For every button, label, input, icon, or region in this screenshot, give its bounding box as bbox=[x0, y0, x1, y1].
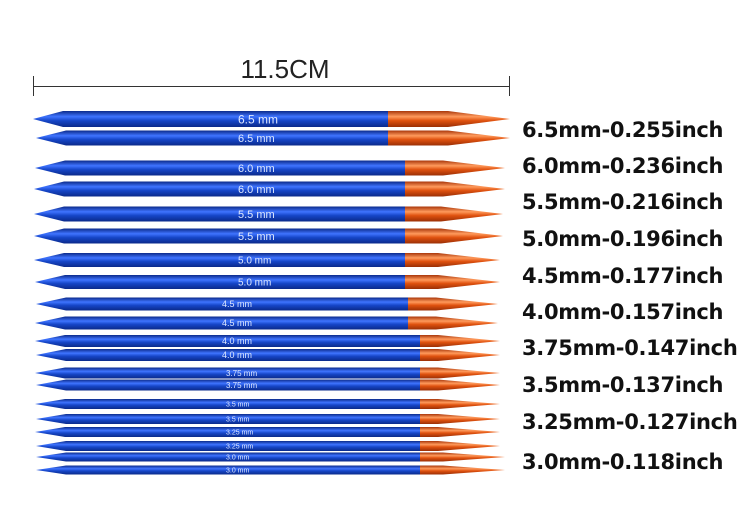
needle-imprint: 6.5 mm bbox=[238, 112, 278, 126]
needle-shaft bbox=[36, 452, 420, 462]
needle: 3.5 mm bbox=[35, 399, 500, 409]
needle: 5.5 mm bbox=[34, 206, 503, 222]
needle-shaft bbox=[36, 441, 420, 451]
needle: 5.0 mm bbox=[35, 275, 500, 289]
needle: 6.5 mm bbox=[36, 130, 510, 146]
needle-tip bbox=[405, 160, 505, 176]
needle-tip bbox=[408, 316, 498, 330]
needle-shaft bbox=[34, 181, 405, 197]
needle-imprint: 3.0 mm bbox=[226, 455, 250, 462]
needle-tip bbox=[388, 130, 510, 146]
needle: 4.0 mm bbox=[36, 349, 500, 361]
needle: 6.5 mm bbox=[33, 111, 510, 127]
needle-shaft bbox=[36, 349, 420, 361]
needle-tip bbox=[405, 228, 503, 244]
needle: 4.0 mm bbox=[35, 335, 500, 347]
needle-tip bbox=[420, 465, 505, 475]
needle-shaft bbox=[35, 160, 405, 176]
needle-imprint: 5.5 mm bbox=[238, 231, 275, 243]
size-label: 3.0mm-0.118inch bbox=[522, 450, 724, 474]
needle-shaft bbox=[35, 399, 420, 409]
length-label: 11.5CM bbox=[240, 54, 330, 84]
needle-shaft bbox=[35, 427, 420, 437]
size-label: 6.0mm-0.236inch bbox=[522, 154, 724, 178]
measure-tick-right bbox=[509, 76, 510, 96]
needle-imprint: 5.5 mm bbox=[238, 209, 275, 221]
needle-tip bbox=[420, 452, 505, 462]
needle-imprint: 5.0 mm bbox=[238, 278, 271, 289]
size-label: 4.5mm-0.177inch bbox=[522, 264, 724, 288]
needle-tip bbox=[405, 206, 503, 222]
needle-tip bbox=[405, 253, 500, 267]
needle-imprint: 3.5 mm bbox=[226, 402, 250, 409]
needle-imprint: 6.0 mm bbox=[238, 184, 275, 196]
needle-imprint: 3.0 mm bbox=[226, 468, 250, 475]
needle-tip bbox=[420, 335, 500, 347]
needle-shaft bbox=[33, 111, 388, 127]
needle-tip bbox=[420, 399, 500, 409]
needle-imprint: 3.75 mm bbox=[226, 381, 257, 390]
needle-imprint: 3.75 mm bbox=[226, 369, 257, 378]
needle-imprint: 4.5 mm bbox=[222, 299, 252, 309]
needle-shaft bbox=[36, 465, 420, 475]
needle-tip bbox=[388, 111, 510, 127]
needle: 3.0 mm bbox=[36, 465, 505, 475]
needle-shaft bbox=[34, 206, 405, 222]
size-label: 3.5mm-0.137inch bbox=[522, 373, 724, 397]
measure-line bbox=[33, 86, 509, 87]
needle-shaft bbox=[36, 297, 408, 311]
needle-tip bbox=[405, 275, 500, 289]
needle: 6.0 mm bbox=[35, 160, 505, 176]
needle-shaft bbox=[35, 367, 420, 379]
needle-tip bbox=[420, 367, 500, 379]
needle: 3.5 mm bbox=[36, 414, 500, 424]
needle-imprint: 6.0 mm bbox=[238, 163, 275, 175]
needle: 4.5 mm bbox=[35, 316, 498, 330]
needle-imprint: 3.25 mm bbox=[226, 430, 253, 437]
needle-tip bbox=[420, 441, 500, 451]
needle-tip bbox=[420, 349, 500, 361]
needle-imprint: 4.0 mm bbox=[222, 336, 252, 346]
needle-imprint: 3.5 mm bbox=[226, 417, 250, 424]
needle-imprint: 4.5 mm bbox=[222, 318, 252, 328]
needle-shaft bbox=[35, 316, 408, 330]
needle-shaft bbox=[34, 253, 405, 267]
needle-shaft bbox=[35, 335, 420, 347]
needle: 6.0 mm bbox=[34, 181, 505, 197]
needle: 5.5 mm bbox=[34, 228, 503, 244]
needle: 3.75 mm bbox=[36, 379, 500, 391]
needle-tip bbox=[408, 297, 498, 311]
needle-imprint: 5.0 mm bbox=[238, 256, 271, 267]
needle: 3.0 mm bbox=[36, 452, 505, 462]
needle-imprint: 3.25 mm bbox=[226, 444, 253, 451]
needle-imprint: 4.0 mm bbox=[222, 350, 252, 360]
needle-shaft bbox=[35, 275, 405, 289]
size-label: 3.25mm-0.127inch bbox=[522, 410, 738, 434]
needle-tip bbox=[405, 181, 505, 197]
needle-shaft bbox=[34, 228, 405, 244]
needle-tip bbox=[420, 379, 500, 391]
size-label: 6.5mm-0.255inch bbox=[522, 118, 724, 142]
needle: 4.5 mm bbox=[36, 297, 498, 311]
size-label: 5.0mm-0.196inch bbox=[522, 227, 724, 251]
needle-tip bbox=[420, 414, 500, 424]
needle-shaft bbox=[36, 130, 388, 146]
needle-imprint: 6.5 mm bbox=[238, 133, 275, 145]
measure-tick-left bbox=[33, 76, 34, 96]
needle: 3.25 mm bbox=[36, 441, 500, 451]
size-label: 5.5mm-0.216inch bbox=[522, 190, 724, 214]
needle-tip bbox=[420, 427, 500, 437]
needle: 3.25 mm bbox=[35, 427, 500, 437]
size-label: 3.75mm-0.147inch bbox=[522, 336, 738, 360]
needle-shaft bbox=[36, 414, 420, 424]
needle: 5.0 mm bbox=[34, 253, 500, 267]
needle-shaft bbox=[36, 379, 420, 391]
needle: 3.75 mm bbox=[35, 367, 500, 379]
size-label: 4.0mm-0.157inch bbox=[522, 300, 724, 324]
